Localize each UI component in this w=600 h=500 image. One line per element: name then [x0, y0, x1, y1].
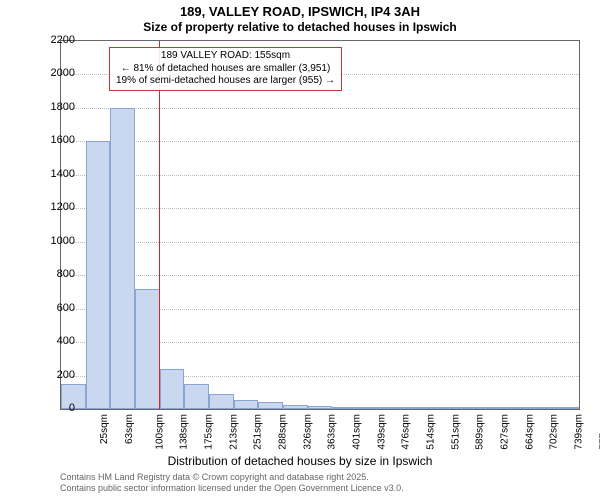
histogram-bar [456, 407, 481, 409]
ytick-label: 800 [57, 268, 75, 280]
xtick-label: 100sqm [154, 414, 165, 450]
xtick-label: 213sqm [228, 414, 239, 450]
histogram-bar [332, 407, 357, 409]
gridline [61, 175, 579, 176]
gridline [61, 242, 579, 243]
xtick-label: 702sqm [549, 414, 560, 450]
chart-title: 189, VALLEY ROAD, IPSWICH, IP4 3AH [0, 4, 600, 19]
ytick-label: 2200 [51, 34, 75, 46]
xtick-label: 175sqm [204, 414, 215, 450]
histogram-bar [258, 402, 283, 409]
ytick-label: 1800 [51, 101, 75, 113]
histogram-bar [554, 407, 579, 409]
xtick-label: 589sqm [475, 414, 486, 450]
histogram-bar [86, 141, 111, 409]
xtick-label: 514sqm [426, 414, 437, 450]
xtick-label: 664sqm [524, 414, 535, 450]
histogram-bar [184, 384, 209, 409]
xtick-label: 363sqm [327, 414, 338, 450]
plot-area: 189 VALLEY ROAD: 155sqm ← 81% of detache… [60, 40, 580, 410]
annotation-line-smaller: ← 81% of detached houses are smaller (3,… [116, 63, 335, 76]
xtick-label: 739sqm [574, 414, 585, 450]
reference-line [159, 41, 160, 409]
xtick-label: 551sqm [450, 414, 461, 450]
ytick-label: 2000 [51, 67, 75, 79]
xtick-label: 401sqm [352, 414, 363, 450]
ytick-label: 0 [69, 402, 75, 414]
annotation-box: 189 VALLEY ROAD: 155sqm ← 81% of detache… [109, 47, 342, 91]
histogram-bar [382, 407, 407, 409]
xtick-label: 25sqm [99, 414, 110, 444]
histogram-bar [357, 407, 382, 409]
gridline [61, 208, 579, 209]
annotation-title: 189 VALLEY ROAD: 155sqm [116, 50, 335, 63]
histogram-bar [431, 407, 456, 409]
annotation-line-larger: 19% of semi-detached houses are larger (… [116, 75, 335, 88]
xtick-label: 627sqm [500, 414, 511, 450]
ytick-label: 600 [57, 302, 75, 314]
gridline [61, 108, 579, 109]
xtick-label: 63sqm [124, 414, 135, 444]
gridline [61, 141, 579, 142]
gridline [61, 275, 579, 276]
histogram-bar [283, 405, 308, 409]
xtick-label: 251sqm [253, 414, 264, 450]
ytick-label: 200 [57, 369, 75, 381]
footer-attribution: Contains HM Land Registry data © Crown c… [60, 472, 404, 494]
xtick-label: 476sqm [401, 414, 412, 450]
histogram-bar [406, 407, 431, 409]
histogram-bar [308, 406, 333, 409]
xtick-label: 288sqm [278, 414, 289, 450]
ytick-label: 1200 [51, 201, 75, 213]
histogram-chart: 189, VALLEY ROAD, IPSWICH, IP4 3AH Size … [0, 0, 600, 500]
ytick-label: 1600 [51, 134, 75, 146]
xtick-label: 439sqm [376, 414, 387, 450]
histogram-bar [160, 369, 185, 409]
xtick-label: 326sqm [302, 414, 313, 450]
histogram-bar [530, 407, 555, 409]
histogram-bar [209, 394, 234, 409]
ytick-label: 400 [57, 335, 75, 347]
histogram-bar [135, 289, 160, 409]
xtick-label: 138sqm [179, 414, 190, 450]
ytick-label: 1400 [51, 168, 75, 180]
histogram-bar [480, 407, 505, 409]
histogram-bar [110, 108, 135, 409]
chart-subtitle: Size of property relative to detached ho… [0, 20, 600, 34]
x-axis-label: Distribution of detached houses by size … [0, 454, 600, 468]
histogram-bar [234, 400, 259, 409]
footer-line-2: Contains public sector information licen… [60, 483, 404, 494]
histogram-bar [505, 407, 530, 409]
ytick-label: 1000 [51, 235, 75, 247]
footer-line-1: Contains HM Land Registry data © Crown c… [60, 472, 404, 483]
